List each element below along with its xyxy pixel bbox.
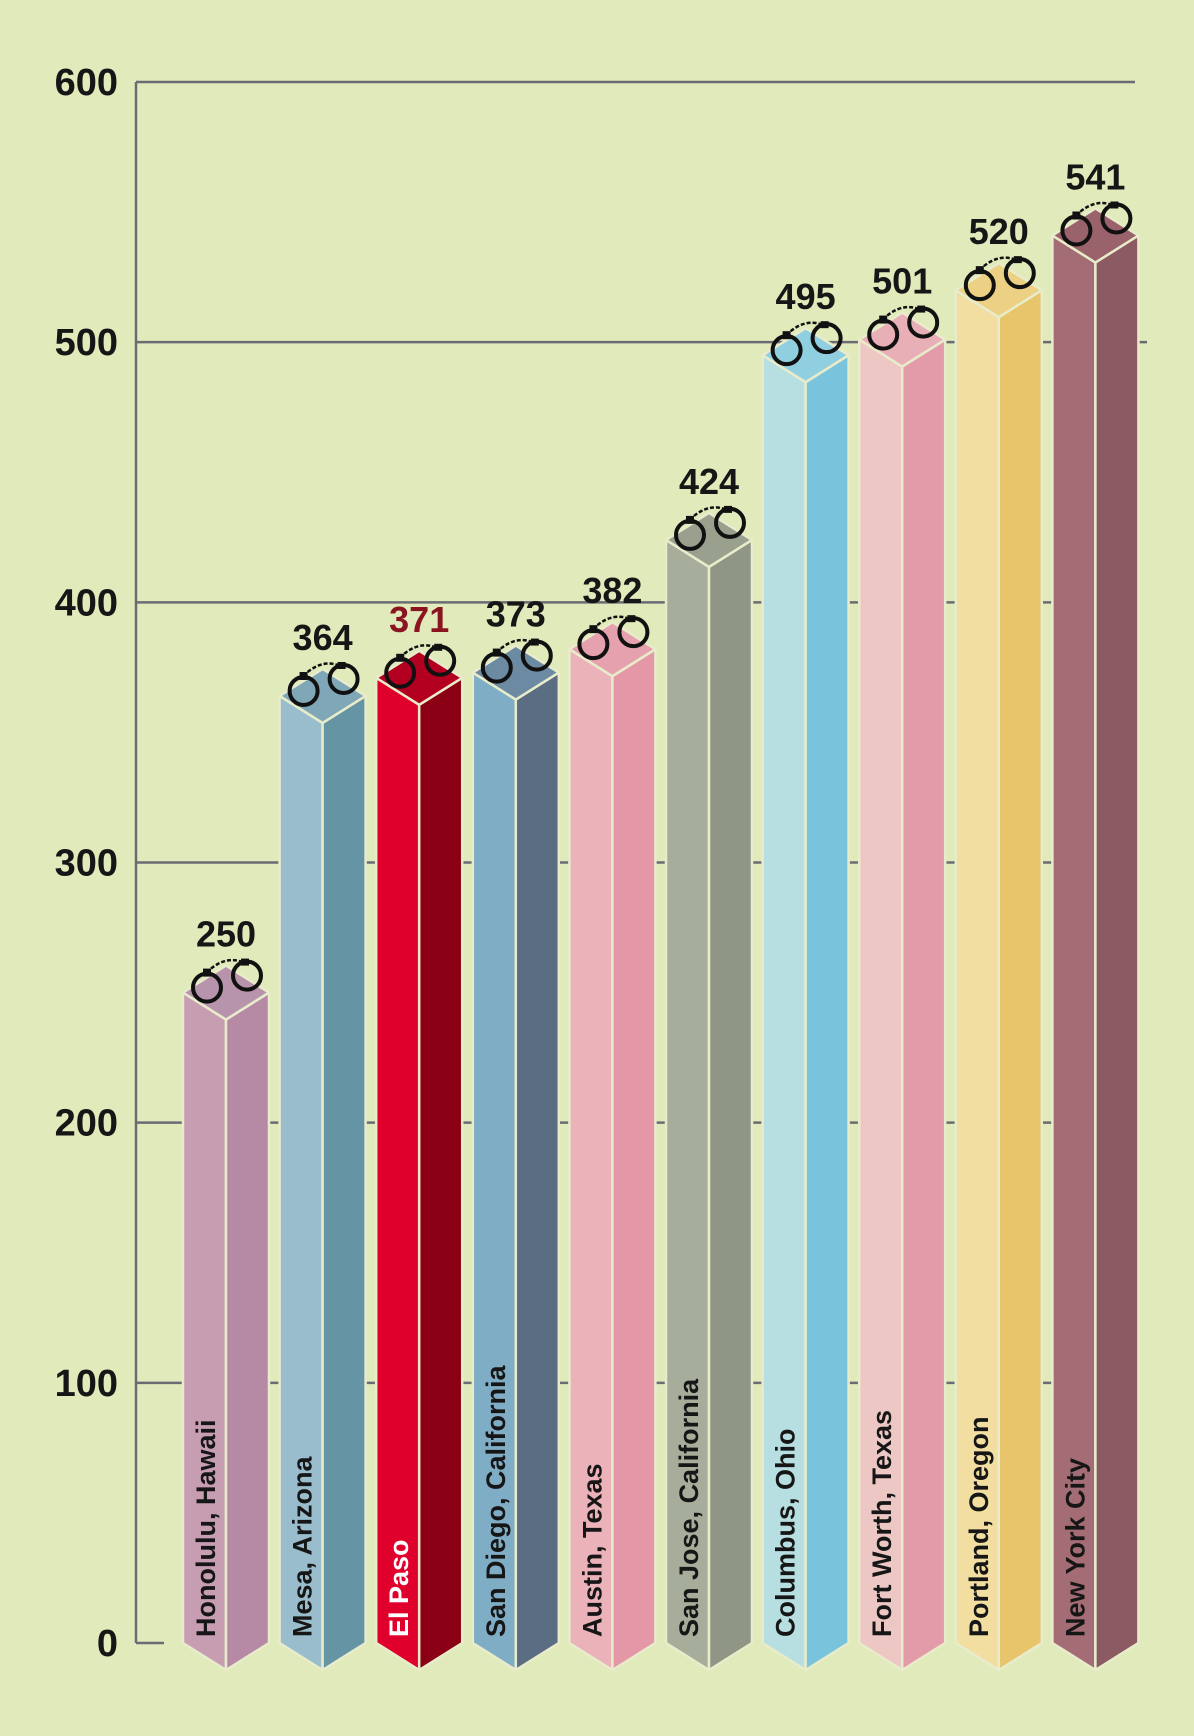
- bar-right-face: [224, 991, 271, 1672]
- bar-9: 541 New York City: [1051, 156, 1140, 1672]
- bar-left-face: [374, 676, 421, 1672]
- bar-right-face: [611, 647, 657, 1672]
- data-label: 520: [969, 211, 1029, 252]
- data-label: 382: [582, 570, 642, 611]
- handcuffs-icon: [963, 256, 1036, 302]
- category-label: San Diego, California: [481, 1364, 511, 1637]
- bars: 250 Honolulu, Hawaii 364 Mesa, Arizona 371 El…: [181, 156, 1140, 1672]
- data-label: 364: [293, 617, 353, 658]
- bar-0: 250 Honolulu, Hawaii: [181, 914, 271, 1672]
- bar-right-face: [1094, 234, 1140, 1672]
- category-label: El Paso: [384, 1539, 414, 1637]
- data-label: 371: [389, 599, 449, 640]
- bar-right-face: [417, 676, 464, 1672]
- handcuffs-icon: [287, 661, 360, 707]
- category-label: Columbus, Ohio: [771, 1429, 801, 1638]
- bar-6: 495 Columbus, Ohio: [761, 276, 850, 1672]
- bar-right-face: [900, 338, 947, 1672]
- y-tick-label-600: 600: [55, 62, 118, 104]
- category-label: Honolulu, Hawaii: [191, 1419, 221, 1637]
- y-tick-label-500: 500: [55, 322, 118, 364]
- data-label: 541: [1065, 156, 1125, 197]
- bar-right-face: [804, 353, 850, 1672]
- category-label: New York City: [1060, 1458, 1090, 1637]
- bar-left-face: [1051, 234, 1097, 1672]
- bar-right-face: [707, 538, 754, 1672]
- category-label: Mesa, Arizona: [288, 1455, 318, 1637]
- data-label: 373: [486, 594, 546, 635]
- category-label: Portland, Oregon: [964, 1416, 994, 1637]
- bar-right-face: [997, 288, 1044, 1672]
- y-tick-label-200: 200: [55, 1103, 118, 1145]
- y-tick-label-400: 400: [55, 582, 118, 624]
- handcuffs-icon: [674, 505, 746, 551]
- handcuffs-icon: [480, 638, 553, 684]
- bar-right-face: [321, 694, 367, 1672]
- bar-4: 382 Austin, Texas: [568, 570, 657, 1672]
- y-tick-label-100: 100: [55, 1363, 118, 1405]
- handcuffs-icon: [1060, 201, 1133, 247]
- bar-7: 501 Fort Worth, Texas: [857, 261, 947, 1672]
- y-tick-label-0: 0: [97, 1623, 118, 1665]
- bar-3: 373 San Diego, California: [471, 594, 561, 1672]
- data-label: 424: [679, 461, 739, 502]
- bar-8: 520 Portland, Oregon: [954, 211, 1044, 1672]
- data-label: 250: [196, 914, 256, 955]
- bar-1: 364 Mesa, Arizona: [278, 617, 367, 1672]
- category-label: Austin, Texas: [577, 1463, 607, 1637]
- bar-right-face: [514, 671, 561, 1672]
- y-axis: 0 100 200 300 400 500 600: [55, 62, 138, 1665]
- bar-5: 424 San Jose, California: [664, 461, 754, 1672]
- data-label: 495: [776, 276, 836, 317]
- handcuffs-icon: [867, 305, 940, 351]
- handcuffs-icon: [770, 321, 843, 367]
- handcuffs-icon: [577, 615, 650, 661]
- bar-2: 371 El Paso: [374, 599, 464, 1672]
- handcuffs-icon: [384, 643, 457, 689]
- y-tick-label-300: 300: [55, 843, 118, 885]
- category-label: San Jose, California: [674, 1378, 704, 1637]
- category-label: Fort Worth, Texas: [867, 1410, 897, 1637]
- handcuffs-icon: [191, 958, 263, 1004]
- data-label: 501: [872, 261, 932, 302]
